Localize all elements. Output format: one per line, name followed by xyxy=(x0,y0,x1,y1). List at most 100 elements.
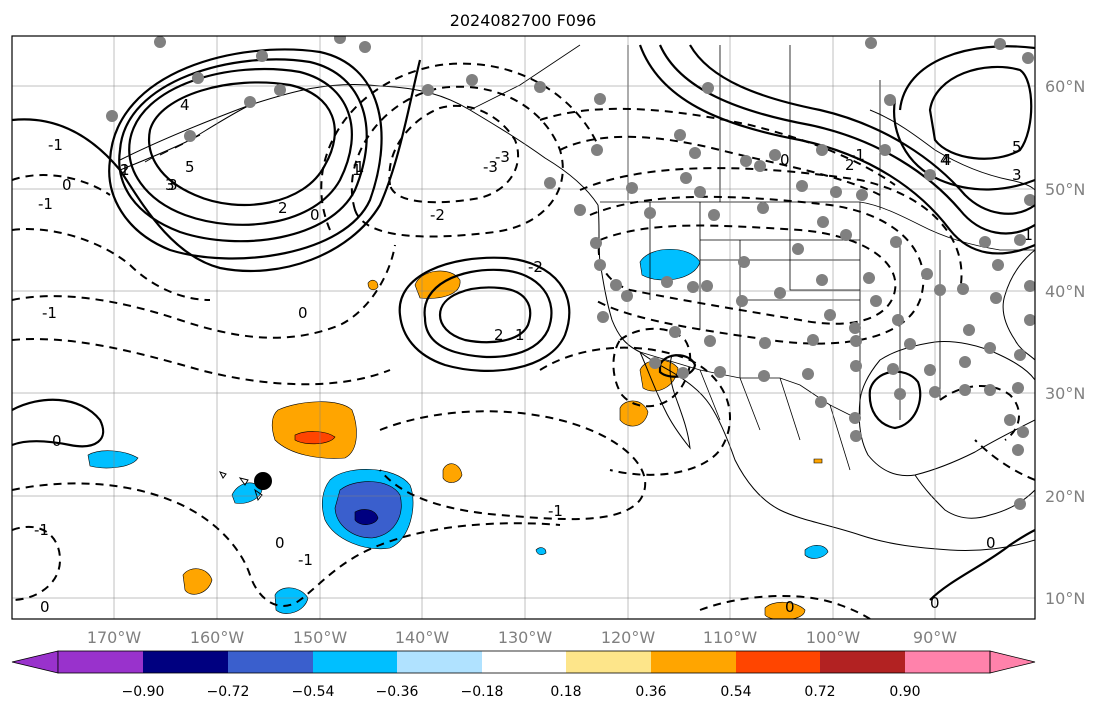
shade-orange-west-large xyxy=(271,401,357,459)
dash-baja-mexico xyxy=(612,327,692,408)
colorbar-segment xyxy=(566,651,651,673)
lat-label: 50°N xyxy=(1045,180,1085,199)
contour-label: -1 xyxy=(298,551,313,569)
colorbar-tick-label: 0.36 xyxy=(635,684,666,700)
dash-west-2 xyxy=(12,338,391,386)
contour-label: 5 xyxy=(1012,138,1022,156)
colorbar-segment xyxy=(143,651,228,673)
contour-label: 3 xyxy=(168,176,178,194)
colorbar-tick-label: 0.54 xyxy=(720,684,751,700)
shade-red-core xyxy=(294,431,336,445)
contour-label: -3 xyxy=(483,158,498,176)
contour-label: -1 xyxy=(38,195,53,213)
shade-orange-mexico-south xyxy=(764,601,806,619)
contour-label: 2 xyxy=(278,199,288,217)
contour-aleutian-low-3 xyxy=(118,58,368,243)
shade-blue-mexico-south xyxy=(804,545,829,559)
dash-bc-1 xyxy=(559,135,881,196)
lon-label: 130°W xyxy=(498,628,553,647)
contour-center-high-1 xyxy=(423,268,553,358)
dash-pacific-south-2 xyxy=(379,410,647,521)
contour-label: -2 xyxy=(528,258,543,276)
lon-label: 120°W xyxy=(601,628,656,647)
border-alaska-canada xyxy=(469,44,581,111)
contour-label: -1 xyxy=(850,146,865,164)
lon-labels: 170°W 160°W 150°W 140°W 130°W 120°W 110°… xyxy=(87,628,957,647)
dash-conus-2 xyxy=(589,195,925,345)
lat-label: 30°N xyxy=(1045,384,1085,403)
contour-hudson-high-1 xyxy=(928,65,1033,160)
map-title: 2024082700 F096 xyxy=(450,11,597,30)
contour-label: 5 xyxy=(185,158,195,176)
contour-hudson-high-2 xyxy=(898,45,1035,111)
colorbar-tick-label: −0.18 xyxy=(461,684,504,700)
contour-label: 0 xyxy=(310,206,320,224)
lat-label: 40°N xyxy=(1045,282,1085,301)
contour-west-zero xyxy=(12,398,105,448)
shade-blue-hawaii xyxy=(231,482,263,504)
colorbar-segment xyxy=(397,651,482,673)
lon-label: 150°W xyxy=(293,628,348,647)
contour-label: 0 xyxy=(298,304,308,322)
colorbar-tick-label: 0.90 xyxy=(889,684,920,700)
contour-center-high-2 xyxy=(398,256,571,372)
contour-label: 0 xyxy=(40,598,50,616)
dash-bc-2 xyxy=(539,107,896,186)
colorbar-segment xyxy=(820,651,905,673)
contour-label: 0 xyxy=(986,534,996,552)
contour-label: 2 xyxy=(120,161,130,179)
contour-label: -1 xyxy=(42,304,57,322)
dash-pacific-south-1 xyxy=(539,346,731,476)
shade-orange-small xyxy=(442,463,463,483)
contour-label: 3 xyxy=(165,176,175,194)
lon-label: 140°W xyxy=(395,628,450,647)
lat-labels: 60°N 50°N 40°N 30°N 20°N 10°N xyxy=(1045,77,1085,608)
station-dots xyxy=(106,36,1035,510)
contour-labels: -1 0 -1 1 2 3 4 5 -2 0 1 0 -3 -2 -1 2 -1… xyxy=(34,96,1033,616)
coast-hawaii-1 xyxy=(254,488,263,502)
contour-label: 4 xyxy=(940,151,950,169)
contour-label: -2 xyxy=(430,206,445,224)
contour-hudson-high-3 xyxy=(893,99,1035,191)
coast-hawaii-2 xyxy=(238,477,249,486)
contour-aleutian-low-5 xyxy=(12,59,422,273)
lat-label: 10°N xyxy=(1045,589,1085,608)
dash-se xyxy=(974,439,1035,481)
contour-label: 0 xyxy=(930,594,940,612)
contour-label: 2 xyxy=(494,326,504,344)
contour-center-high-3 xyxy=(438,286,532,344)
lon-label: 90°W xyxy=(913,628,957,647)
contour-label: -1 xyxy=(548,502,563,520)
contour-sonora xyxy=(658,354,697,378)
dash-conus-3 xyxy=(579,167,963,291)
contour-label: 1 xyxy=(355,158,365,176)
contour-label: -3 xyxy=(495,148,510,166)
colorbar xyxy=(11,650,1036,674)
station-marker-black-dot xyxy=(254,472,272,490)
dash-pacific-south-3 xyxy=(12,482,561,607)
colorbar-segment xyxy=(482,651,566,673)
colorbar-tick-label: 0.72 xyxy=(804,684,835,700)
colorbar-segment xyxy=(736,651,820,673)
colorbar-tick-label: −0.36 xyxy=(376,684,419,700)
coast-west-coast xyxy=(597,204,1035,551)
contour-aleutian-low-4 xyxy=(108,48,383,260)
coast-hawaii-3 xyxy=(219,471,227,479)
map-frame xyxy=(11,35,1036,620)
dash-west-1 xyxy=(12,244,396,339)
contour-label: 0 xyxy=(275,534,285,552)
border-mexico-states xyxy=(699,369,851,471)
colorbar-tick-label: −0.90 xyxy=(122,684,165,700)
colorbar-high-extend xyxy=(989,650,1036,674)
dash-conus-1 xyxy=(597,224,897,325)
contour-label: -1 xyxy=(34,521,49,539)
colorbar-tick-label: 0.18 xyxy=(550,684,581,700)
contour-label: 0 xyxy=(780,151,790,169)
contour-label: 0 xyxy=(785,598,795,616)
dash-florida xyxy=(939,384,1020,441)
lat-label: 20°N xyxy=(1045,487,1085,506)
lon-label: 110°W xyxy=(703,628,758,647)
contour-jet-1 xyxy=(638,44,1035,255)
lat-label: 60°N xyxy=(1045,77,1085,96)
contour-label: 1 xyxy=(352,161,362,179)
